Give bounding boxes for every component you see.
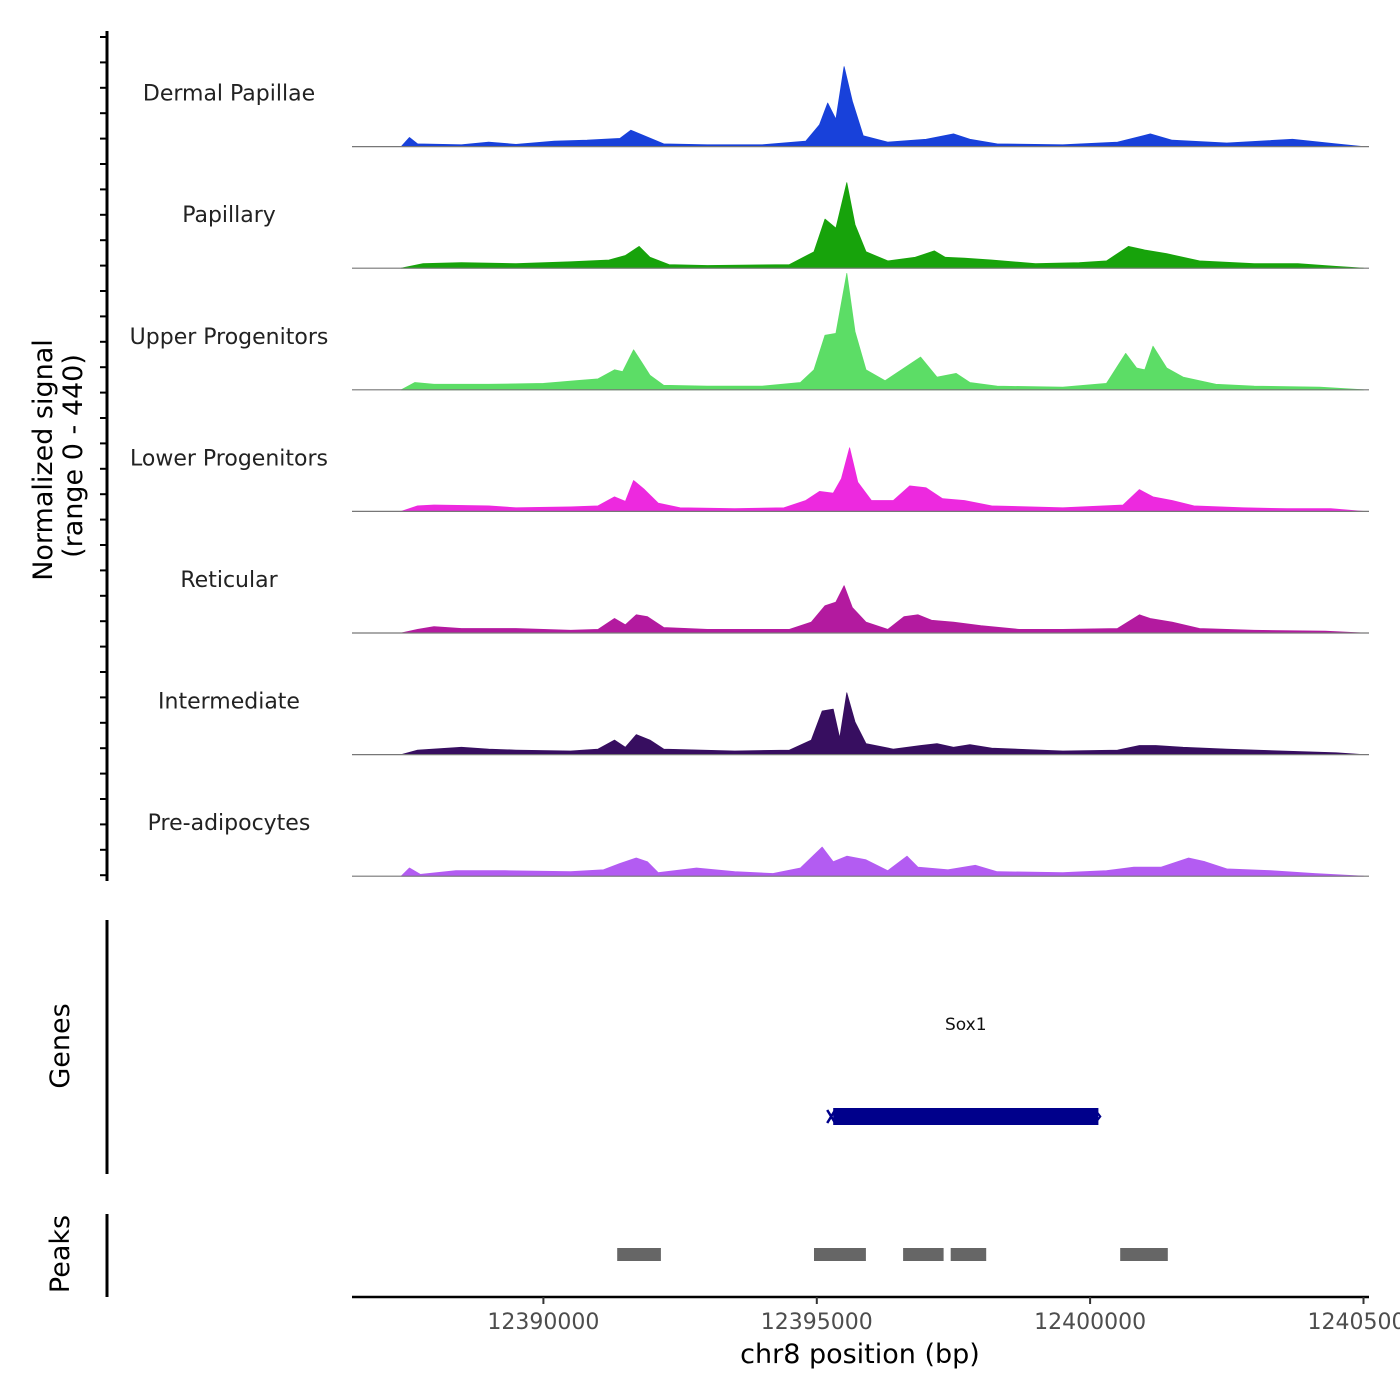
gene-strand-mark	[826, 1109, 837, 1124]
genes-panel: Genes Sox1	[45, 920, 1102, 1174]
signal-area	[400, 273, 1364, 391]
gene-annotations: Sox1	[826, 1015, 1102, 1125]
track-label: Lower Progenitors	[130, 446, 328, 471]
x-tick-label: 12405000	[1308, 1310, 1400, 1335]
gene-end-mark	[1094, 1109, 1102, 1124]
x-tick-label: 12395000	[761, 1310, 873, 1335]
track-lower-progenitors: Lower Progenitors	[130, 446, 1369, 512]
genes-panel-label: Genes	[45, 1003, 76, 1088]
track-papillary: Papillary	[182, 182, 1369, 269]
x-axis: 12390000 12395000 12400000 12405000 chr8 po…	[352, 1295, 1400, 1370]
peaks-panel-label: Peaks	[45, 1215, 76, 1293]
signal-y-axis-label-range: (range 0 - 440)	[58, 354, 89, 558]
x-axis-label: chr8 position (bp)	[740, 1339, 980, 1370]
signal-panel: Normalized signal (range 0 - 440) Dermal…	[28, 31, 1369, 881]
track-label: Papillary	[182, 203, 276, 228]
peak-bars	[617, 1248, 1168, 1261]
signal-area	[400, 182, 1364, 269]
track-label: Pre-adipocytes	[148, 811, 311, 836]
track-dermal-papillae: Dermal Papillae	[143, 66, 1369, 148]
peak-bar	[1120, 1248, 1168, 1261]
x-tick-label: 12390000	[487, 1310, 599, 1335]
x-tick-label: 12400000	[1034, 1310, 1146, 1335]
track-pre-adipocytes: Pre-adipocytes	[148, 811, 1369, 877]
gene-body	[833, 1108, 1099, 1125]
signal-y-axis-label: Normalized signal	[28, 339, 59, 581]
peak-bar	[814, 1248, 866, 1261]
x-axis-ticks: 12390000 12395000 12400000 12405000	[487, 1297, 1400, 1335]
track-upper-progenitors: Upper Progenitors	[130, 273, 1369, 391]
signal-area	[400, 66, 1364, 147]
track-reticular: Reticular	[180, 568, 1369, 634]
peak-bar	[950, 1248, 987, 1261]
track-label: Upper Progenitors	[130, 325, 329, 350]
signal-area	[400, 585, 1364, 634]
signal-area	[400, 447, 1364, 512]
gene-label: Sox1	[945, 1015, 987, 1035]
signal-tracks: Dermal Papillae Papillary Upper Progenitor…	[130, 66, 1369, 877]
signal-area	[400, 846, 1364, 877]
signal-area	[400, 692, 1364, 755]
peak-bar	[903, 1248, 944, 1261]
track-label: Intermediate	[158, 690, 300, 715]
signal-y-axis-ticks	[100, 36, 107, 877]
peaks-panel: Peaks	[45, 1214, 1168, 1297]
track-label: Dermal Papillae	[143, 82, 315, 107]
gene-sox1: Sox1	[826, 1015, 1102, 1125]
track-label: Reticular	[180, 568, 278, 593]
peak-bar	[617, 1248, 661, 1261]
track-intermediate: Intermediate	[158, 690, 1369, 756]
